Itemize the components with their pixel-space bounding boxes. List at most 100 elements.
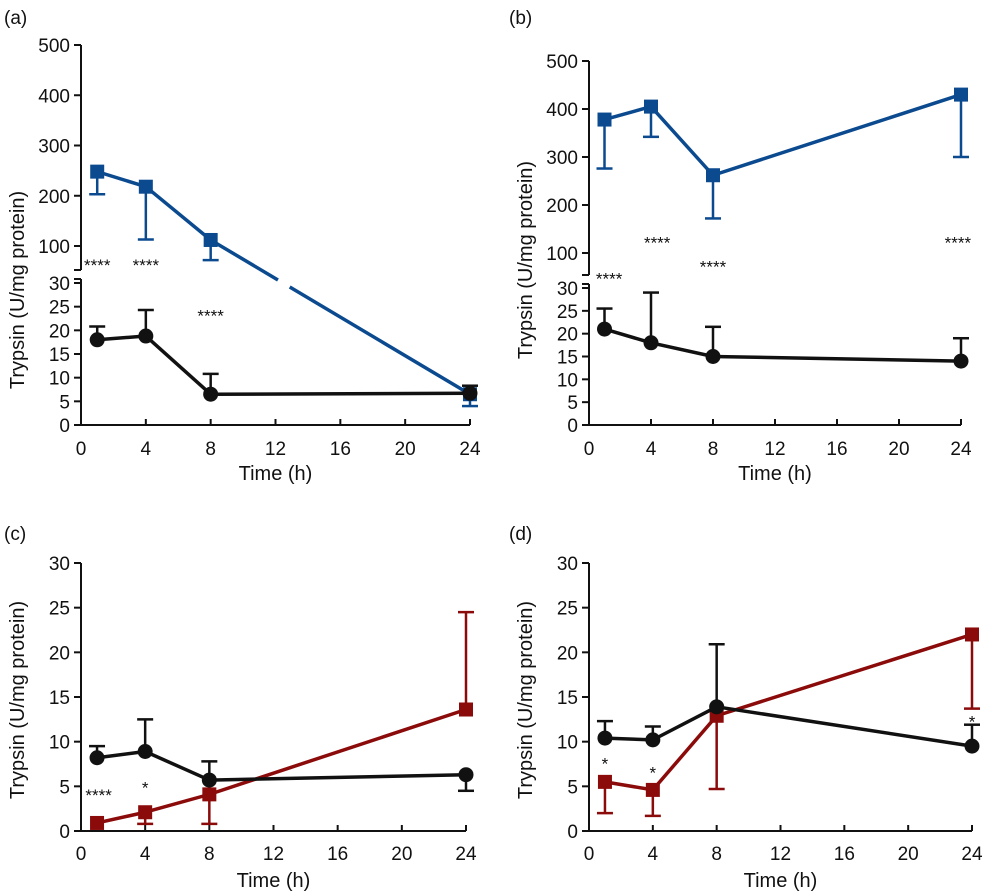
y-tick-label: 25 <box>49 298 70 319</box>
y-tick-label: 20 <box>557 325 578 346</box>
series-blue-squares <box>596 87 969 220</box>
panel-d: (d) 0 5 10 15 20 25 30 0 4 8 12 16 20 24 Time (h) Trypsi… <box>509 524 983 892</box>
y-tick-label: 400 <box>38 86 70 107</box>
y-tick-label: 300 <box>38 137 70 158</box>
x-tick-label: 4 <box>140 844 151 865</box>
series-line-segment <box>209 772 467 782</box>
square-marker <box>138 179 153 194</box>
x-axis-title: Time (h) <box>237 870 311 892</box>
panel-label: (a) <box>4 8 27 29</box>
x-tick-label: 4 <box>141 439 152 460</box>
y-tick-label: 30 <box>557 279 578 300</box>
x-tick-label: 12 <box>770 844 791 865</box>
series-black-circles <box>89 718 474 793</box>
panel-c: (c) 0 5 10 15 20 25 30 0 4 8 12 16 20 24 Time (h) Trypsi… <box>4 524 477 892</box>
y-tick-label: 20 <box>557 643 578 664</box>
y-tick-label: 100 <box>38 237 70 258</box>
series-line-segment <box>96 169 147 189</box>
series-line-segment <box>712 92 962 177</box>
y-tick-label: 30 <box>557 554 578 575</box>
y-tick-label: 5 <box>59 777 70 798</box>
significance-marker: **** <box>945 234 972 253</box>
circle-marker <box>458 767 474 783</box>
series-line-segment <box>652 705 718 742</box>
circle-marker <box>89 332 105 348</box>
series-blue-squares <box>89 164 478 408</box>
series-black-circles <box>596 643 980 754</box>
series-line-segment <box>97 334 146 342</box>
series-line-segment <box>649 105 715 177</box>
y-tick-label: 20 <box>49 643 70 664</box>
significance-marker: * <box>650 763 657 782</box>
panel-label: (d) <box>509 524 532 545</box>
panel-label: (c) <box>4 524 26 545</box>
circle-marker <box>203 386 219 402</box>
circle-marker <box>705 349 721 364</box>
circle-marker <box>597 321 612 337</box>
x-tick-label: 20 <box>391 844 412 865</box>
significance-marker: **** <box>133 256 160 275</box>
circle-marker <box>462 385 478 401</box>
square-marker <box>203 232 218 247</box>
significance-marker: * <box>969 713 976 732</box>
significance-marker: **** <box>84 256 111 275</box>
series-line-segment <box>144 334 212 396</box>
significance-marker: **** <box>85 786 112 805</box>
y-tick-label: 0 <box>59 416 70 437</box>
series-line-segment <box>716 632 973 718</box>
y-tick-label: 5 <box>59 392 70 413</box>
significance-marker: * <box>602 755 609 774</box>
x-tick-label: 4 <box>646 439 657 460</box>
square-marker <box>645 782 660 797</box>
x-tick-label: 16 <box>826 439 847 460</box>
y-tick-label: 30 <box>49 554 70 575</box>
significance-marker: **** <box>700 258 727 277</box>
significance-marker: **** <box>644 234 671 253</box>
y-tick-label: 100 <box>546 244 578 265</box>
series-line-segment <box>604 327 652 345</box>
y-tick-label: 10 <box>557 733 578 754</box>
x-tick-label: 24 <box>459 439 481 460</box>
x-axis-title: Time (h) <box>738 463 812 485</box>
x-tick-label: 8 <box>708 439 719 460</box>
x-tick-label: 4 <box>648 844 659 865</box>
y-tick-label: 5 <box>567 777 578 798</box>
x-tick-label: 16 <box>330 439 351 460</box>
significance-marker: **** <box>197 306 224 325</box>
y-tick-label: 30 <box>49 274 70 295</box>
series-line-segment <box>144 792 210 814</box>
y-axis-title: Trypsin (U/mg protein) <box>515 601 537 799</box>
panel-label: (b) <box>509 8 532 29</box>
square-marker <box>597 774 612 789</box>
y-tick-label: 0 <box>567 416 578 437</box>
x-tick-label: 24 <box>961 844 983 865</box>
x-tick-label: 16 <box>327 844 348 865</box>
series-line-segment <box>208 707 467 797</box>
y-tick-label: 10 <box>49 369 70 390</box>
x-tick-label: 20 <box>395 439 416 460</box>
square-marker <box>706 168 720 183</box>
x-tick-label: 0 <box>584 439 595 460</box>
series-line-segment <box>209 238 279 282</box>
series-line-segment <box>716 705 973 748</box>
significance-marker: * <box>142 779 149 798</box>
x-tick-label: 12 <box>265 439 286 460</box>
y-tick-label: 200 <box>38 187 70 208</box>
series-line-segment <box>144 185 212 242</box>
series-line-segment <box>210 391 471 396</box>
series-line-segment <box>651 714 718 792</box>
x-tick-label: 24 <box>455 844 477 865</box>
series-line-segment <box>96 749 146 760</box>
x-tick-label: 12 <box>263 844 284 865</box>
y-tick-label: 5 <box>567 393 578 414</box>
y-tick-label: 25 <box>557 302 578 323</box>
circle-marker <box>709 699 725 715</box>
series-line-segment <box>96 810 146 825</box>
significance-marker: **** <box>596 270 623 289</box>
y-tick-label: 25 <box>557 599 578 620</box>
circle-marker <box>137 743 153 759</box>
x-tick-label: 0 <box>76 844 87 865</box>
square-marker <box>202 787 217 802</box>
